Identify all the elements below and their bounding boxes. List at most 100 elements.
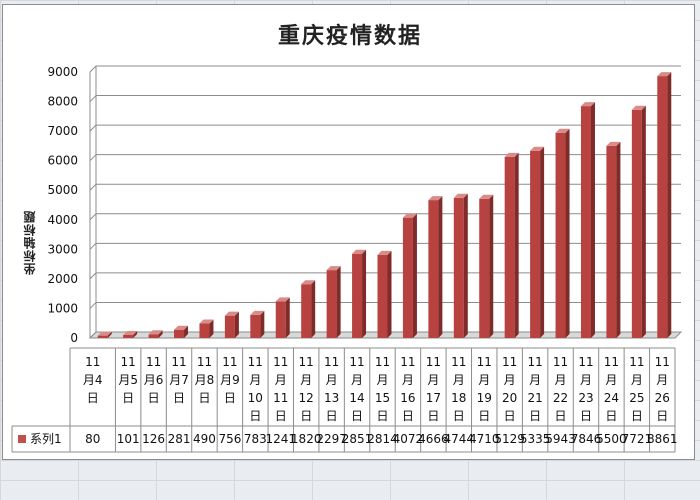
x-category-label: 11 bbox=[222, 355, 237, 369]
bar-top bbox=[428, 196, 443, 201]
x-category-label: 11 bbox=[273, 355, 288, 369]
legend-swatch bbox=[18, 435, 26, 443]
x-category-label: 日 bbox=[173, 391, 185, 405]
data-table-value: 756 bbox=[218, 432, 241, 446]
bar-side bbox=[336, 266, 341, 338]
x-category-label: 25 bbox=[629, 391, 644, 405]
x-category-label: 11 bbox=[578, 355, 593, 369]
bar-top bbox=[402, 213, 417, 218]
x-category-label: 月 bbox=[249, 373, 261, 387]
bar-top bbox=[326, 266, 341, 271]
bar-top bbox=[174, 325, 189, 330]
bar-side bbox=[285, 297, 290, 338]
bar bbox=[275, 297, 290, 338]
x-category-label: 11 bbox=[146, 355, 161, 369]
x-category-label: 日 bbox=[529, 409, 541, 423]
x-category-label: 月 bbox=[376, 373, 388, 387]
bar-top bbox=[377, 250, 392, 255]
x-category-label: 日 bbox=[605, 409, 617, 423]
x-category-label: 月8 bbox=[195, 373, 215, 387]
bar bbox=[97, 331, 112, 338]
x-category-label: 日 bbox=[402, 409, 414, 423]
bar bbox=[631, 105, 646, 339]
bar-side bbox=[463, 193, 468, 338]
x-category-label: 11 bbox=[375, 355, 390, 369]
bar-front bbox=[428, 200, 439, 338]
x-category-label: 日 bbox=[351, 409, 363, 423]
chart-frame[interactable] bbox=[2, 4, 695, 460]
x-category-label: 24 bbox=[604, 391, 619, 405]
bar-front bbox=[555, 132, 566, 338]
gridline-depth bbox=[89, 272, 97, 280]
gridline-depth bbox=[89, 302, 97, 309]
y-tick-label: 3000 bbox=[47, 242, 78, 256]
bar-top bbox=[479, 194, 494, 199]
x-category-label: 日 bbox=[224, 391, 236, 405]
x-category-label: 11 bbox=[629, 355, 644, 369]
x-category-label: 12 bbox=[299, 391, 314, 405]
x-category-label: 月 bbox=[351, 373, 363, 387]
x-category-label: 11 bbox=[502, 355, 517, 369]
bar bbox=[580, 102, 595, 338]
bar bbox=[123, 331, 138, 338]
bar bbox=[250, 310, 265, 338]
bar-front bbox=[657, 76, 668, 339]
x-category-label: 11 bbox=[349, 355, 364, 369]
bar bbox=[377, 250, 392, 338]
bar-side bbox=[489, 194, 494, 338]
y-tick-label: 2000 bbox=[47, 272, 78, 286]
x-category-label: 20 bbox=[502, 391, 517, 405]
bar bbox=[326, 266, 341, 338]
x-category-label: 日 bbox=[555, 409, 567, 423]
bar-side bbox=[667, 72, 672, 339]
bar-top bbox=[555, 128, 570, 133]
bar-front bbox=[352, 253, 363, 338]
bar-front bbox=[326, 270, 337, 338]
x-category-label: 11 bbox=[400, 355, 415, 369]
gridline-depth bbox=[89, 95, 97, 102]
x-category-label: 月 bbox=[427, 373, 439, 387]
bar-side bbox=[514, 152, 519, 338]
bar-top bbox=[224, 311, 239, 316]
bar bbox=[301, 280, 316, 338]
bar bbox=[453, 193, 468, 338]
x-category-label: 月 bbox=[300, 373, 312, 387]
x-category-label: 11 bbox=[451, 355, 466, 369]
bar-top bbox=[97, 331, 112, 336]
bar bbox=[224, 311, 239, 338]
data-table-value: 2851 bbox=[342, 432, 373, 446]
bar-side bbox=[565, 128, 570, 338]
bar-front bbox=[606, 145, 617, 338]
bar-side bbox=[158, 330, 163, 338]
x-category-label: 11 bbox=[121, 355, 136, 369]
x-category-label: 月5 bbox=[118, 373, 138, 387]
bar-side bbox=[133, 331, 138, 338]
bar-top bbox=[352, 249, 367, 254]
bar bbox=[199, 319, 214, 338]
x-category-label: 11 bbox=[426, 355, 441, 369]
x-category-label: 11 bbox=[477, 355, 492, 369]
bar-side bbox=[616, 141, 621, 338]
data-table-value: 101 bbox=[117, 432, 140, 446]
x-category-label: 日 bbox=[87, 391, 99, 405]
x-category-label: 月7 bbox=[169, 373, 189, 387]
data-table-value: 4710 bbox=[469, 432, 500, 446]
gridline-depth bbox=[89, 154, 97, 162]
data-table-value: 7846 bbox=[571, 432, 602, 446]
bar-front bbox=[631, 109, 642, 339]
bar-front bbox=[377, 254, 388, 338]
bar-front bbox=[174, 329, 185, 338]
x-category-label: 月6 bbox=[144, 373, 164, 387]
bar-top bbox=[301, 280, 316, 285]
y-tick-label: 4000 bbox=[47, 213, 78, 227]
bar bbox=[174, 325, 189, 338]
x-category-label: 15 bbox=[375, 391, 390, 405]
y-tick-label: 0 bbox=[70, 331, 78, 345]
bar-top bbox=[148, 330, 163, 335]
x-category-label: 11 bbox=[171, 355, 186, 369]
x-category-label: 22 bbox=[553, 391, 568, 405]
x-category-label: 月9 bbox=[220, 373, 240, 387]
data-table-value: 5943 bbox=[545, 432, 576, 446]
x-category-label: 11 bbox=[553, 355, 568, 369]
